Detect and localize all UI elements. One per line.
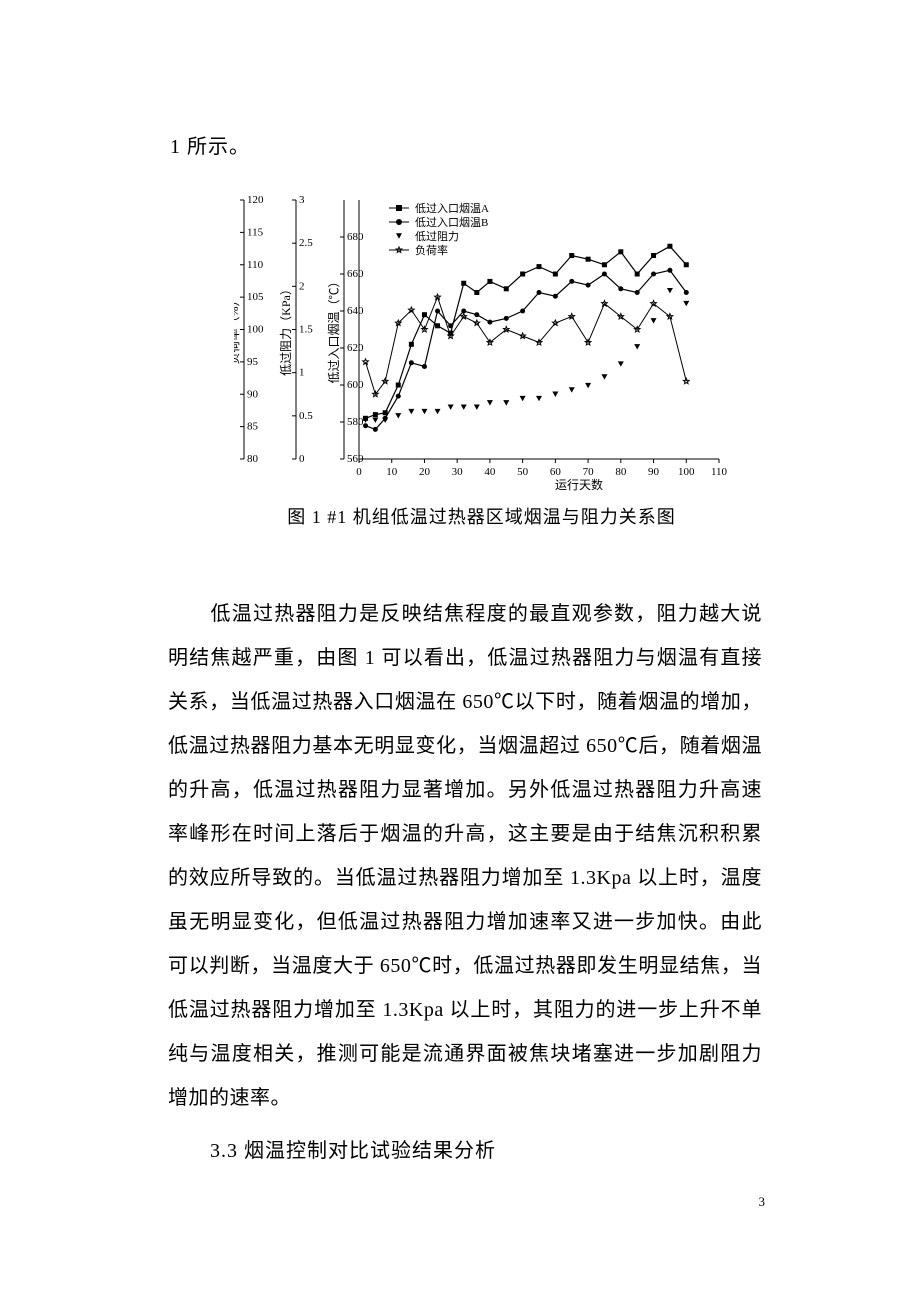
svg-text:40: 40: [484, 466, 496, 478]
svg-text:580: 580: [347, 416, 364, 428]
svg-text:110: 110: [711, 466, 728, 478]
figure-1: 0102030405060708090100110运行天数80859095100…: [234, 192, 729, 529]
svg-text:70: 70: [583, 466, 595, 478]
svg-text:20: 20: [419, 466, 431, 478]
svg-text:运行天数: 运行天数: [555, 477, 603, 492]
intro-line: 1 所示。: [170, 130, 250, 159]
svg-text:105: 105: [247, 291, 264, 303]
svg-text:680: 680: [347, 231, 364, 243]
svg-text:3: 3: [299, 194, 305, 206]
svg-text:90: 90: [247, 388, 259, 400]
svg-text:低过入口烟温B: 低过入口烟温B: [415, 215, 488, 229]
svg-text:120: 120: [247, 194, 264, 206]
svg-text:100: 100: [247, 324, 264, 336]
chart-svg: 0102030405060708090100110运行天数80859095100…: [234, 192, 729, 497]
svg-text:80: 80: [615, 466, 627, 478]
svg-text:低过阻力: 低过阻力: [415, 230, 459, 243]
svg-text:660: 660: [347, 268, 364, 280]
svg-text:低过入口烟温（℃）: 低过入口烟温（℃）: [327, 275, 341, 383]
svg-text:0.5: 0.5: [299, 410, 313, 422]
svg-text:560: 560: [347, 453, 364, 465]
svg-text:100: 100: [678, 466, 695, 478]
svg-text:620: 620: [347, 342, 364, 354]
svg-text:600: 600: [347, 379, 364, 391]
svg-text:负荷率（%）: 负荷率（%）: [234, 295, 241, 365]
svg-text:低过入口烟温A: 低过入口烟温A: [415, 201, 489, 215]
svg-text:640: 640: [347, 305, 364, 317]
page-number: 3: [759, 1194, 766, 1210]
svg-text:95: 95: [247, 356, 259, 368]
body-paragraph: 低温过热器阻力是反映结焦程度的最直观参数，阻力越大说明结焦越严重，由图 1 可以…: [168, 592, 762, 1120]
svg-text:110: 110: [247, 259, 264, 271]
svg-text:50: 50: [517, 466, 529, 478]
svg-text:115: 115: [247, 226, 264, 238]
svg-text:30: 30: [452, 466, 464, 478]
svg-text:0: 0: [299, 453, 305, 465]
figure-1-caption: 图 1 #1 机组低温过热器区域烟温与阻力关系图: [234, 503, 729, 529]
svg-text:0: 0: [356, 466, 362, 478]
svg-text:60: 60: [550, 466, 562, 478]
svg-text:2: 2: [299, 280, 305, 292]
svg-text:2.5: 2.5: [299, 237, 313, 249]
svg-text:1.5: 1.5: [299, 324, 313, 336]
svg-text:低过阻力（KPa）: 低过阻力（KPa）: [279, 283, 293, 376]
svg-text:80: 80: [247, 453, 259, 465]
section-3-3-title: 3.3 烟温控制对比试验结果分析: [210, 1134, 496, 1163]
svg-text:90: 90: [648, 466, 660, 478]
svg-text:负荷率: 负荷率: [415, 243, 448, 257]
svg-text:85: 85: [247, 421, 259, 433]
svg-text:10: 10: [386, 466, 398, 478]
svg-text:1: 1: [299, 367, 305, 379]
